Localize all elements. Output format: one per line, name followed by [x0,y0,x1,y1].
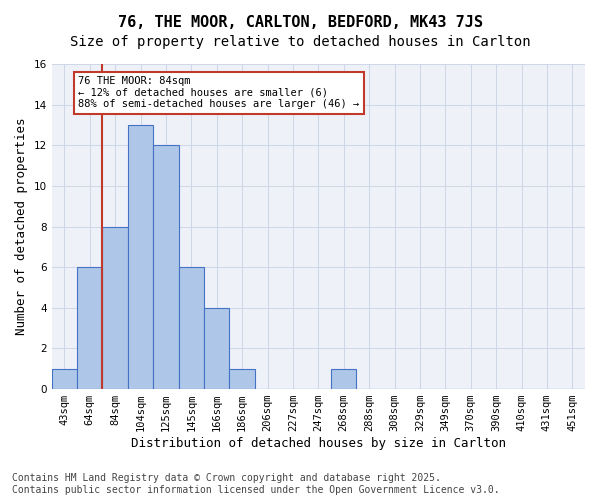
Y-axis label: Number of detached properties: Number of detached properties [15,118,28,336]
Bar [77,267,103,389]
Bar [128,125,153,389]
Text: Contains HM Land Registry data © Crown copyright and database right 2025.
Contai: Contains HM Land Registry data © Crown c… [12,474,500,495]
Bar [52,369,77,389]
Bar [153,146,179,389]
Text: 76, THE MOOR, CARLTON, BEDFORD, MK43 7JS: 76, THE MOOR, CARLTON, BEDFORD, MK43 7JS [118,15,482,30]
Text: 76 THE MOOR: 84sqm
← 12% of detached houses are smaller (6)
88% of semi-detached: 76 THE MOOR: 84sqm ← 12% of detached hou… [79,76,359,110]
Bar [331,369,356,389]
Bar [179,267,204,389]
Bar [103,226,128,389]
X-axis label: Distribution of detached houses by size in Carlton: Distribution of detached houses by size … [131,437,506,450]
Bar [229,369,255,389]
Bar [204,308,229,389]
Text: Size of property relative to detached houses in Carlton: Size of property relative to detached ho… [70,35,530,49]
